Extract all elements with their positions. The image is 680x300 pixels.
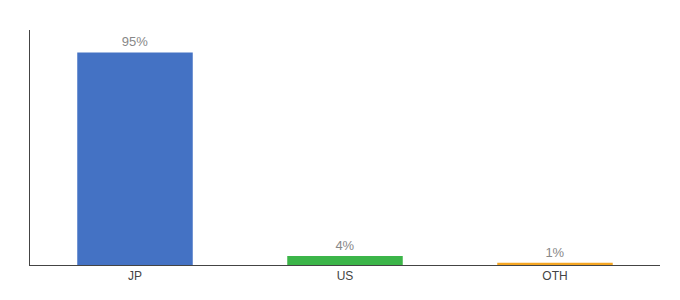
svg-text:95%: 95% bbox=[122, 34, 148, 49]
svg-text:OTH: OTH bbox=[542, 269, 567, 283]
svg-text:US: US bbox=[337, 269, 354, 283]
svg-text:JP: JP bbox=[128, 269, 142, 283]
svg-text:1%: 1% bbox=[545, 245, 564, 260]
svg-text:4%: 4% bbox=[335, 238, 354, 253]
